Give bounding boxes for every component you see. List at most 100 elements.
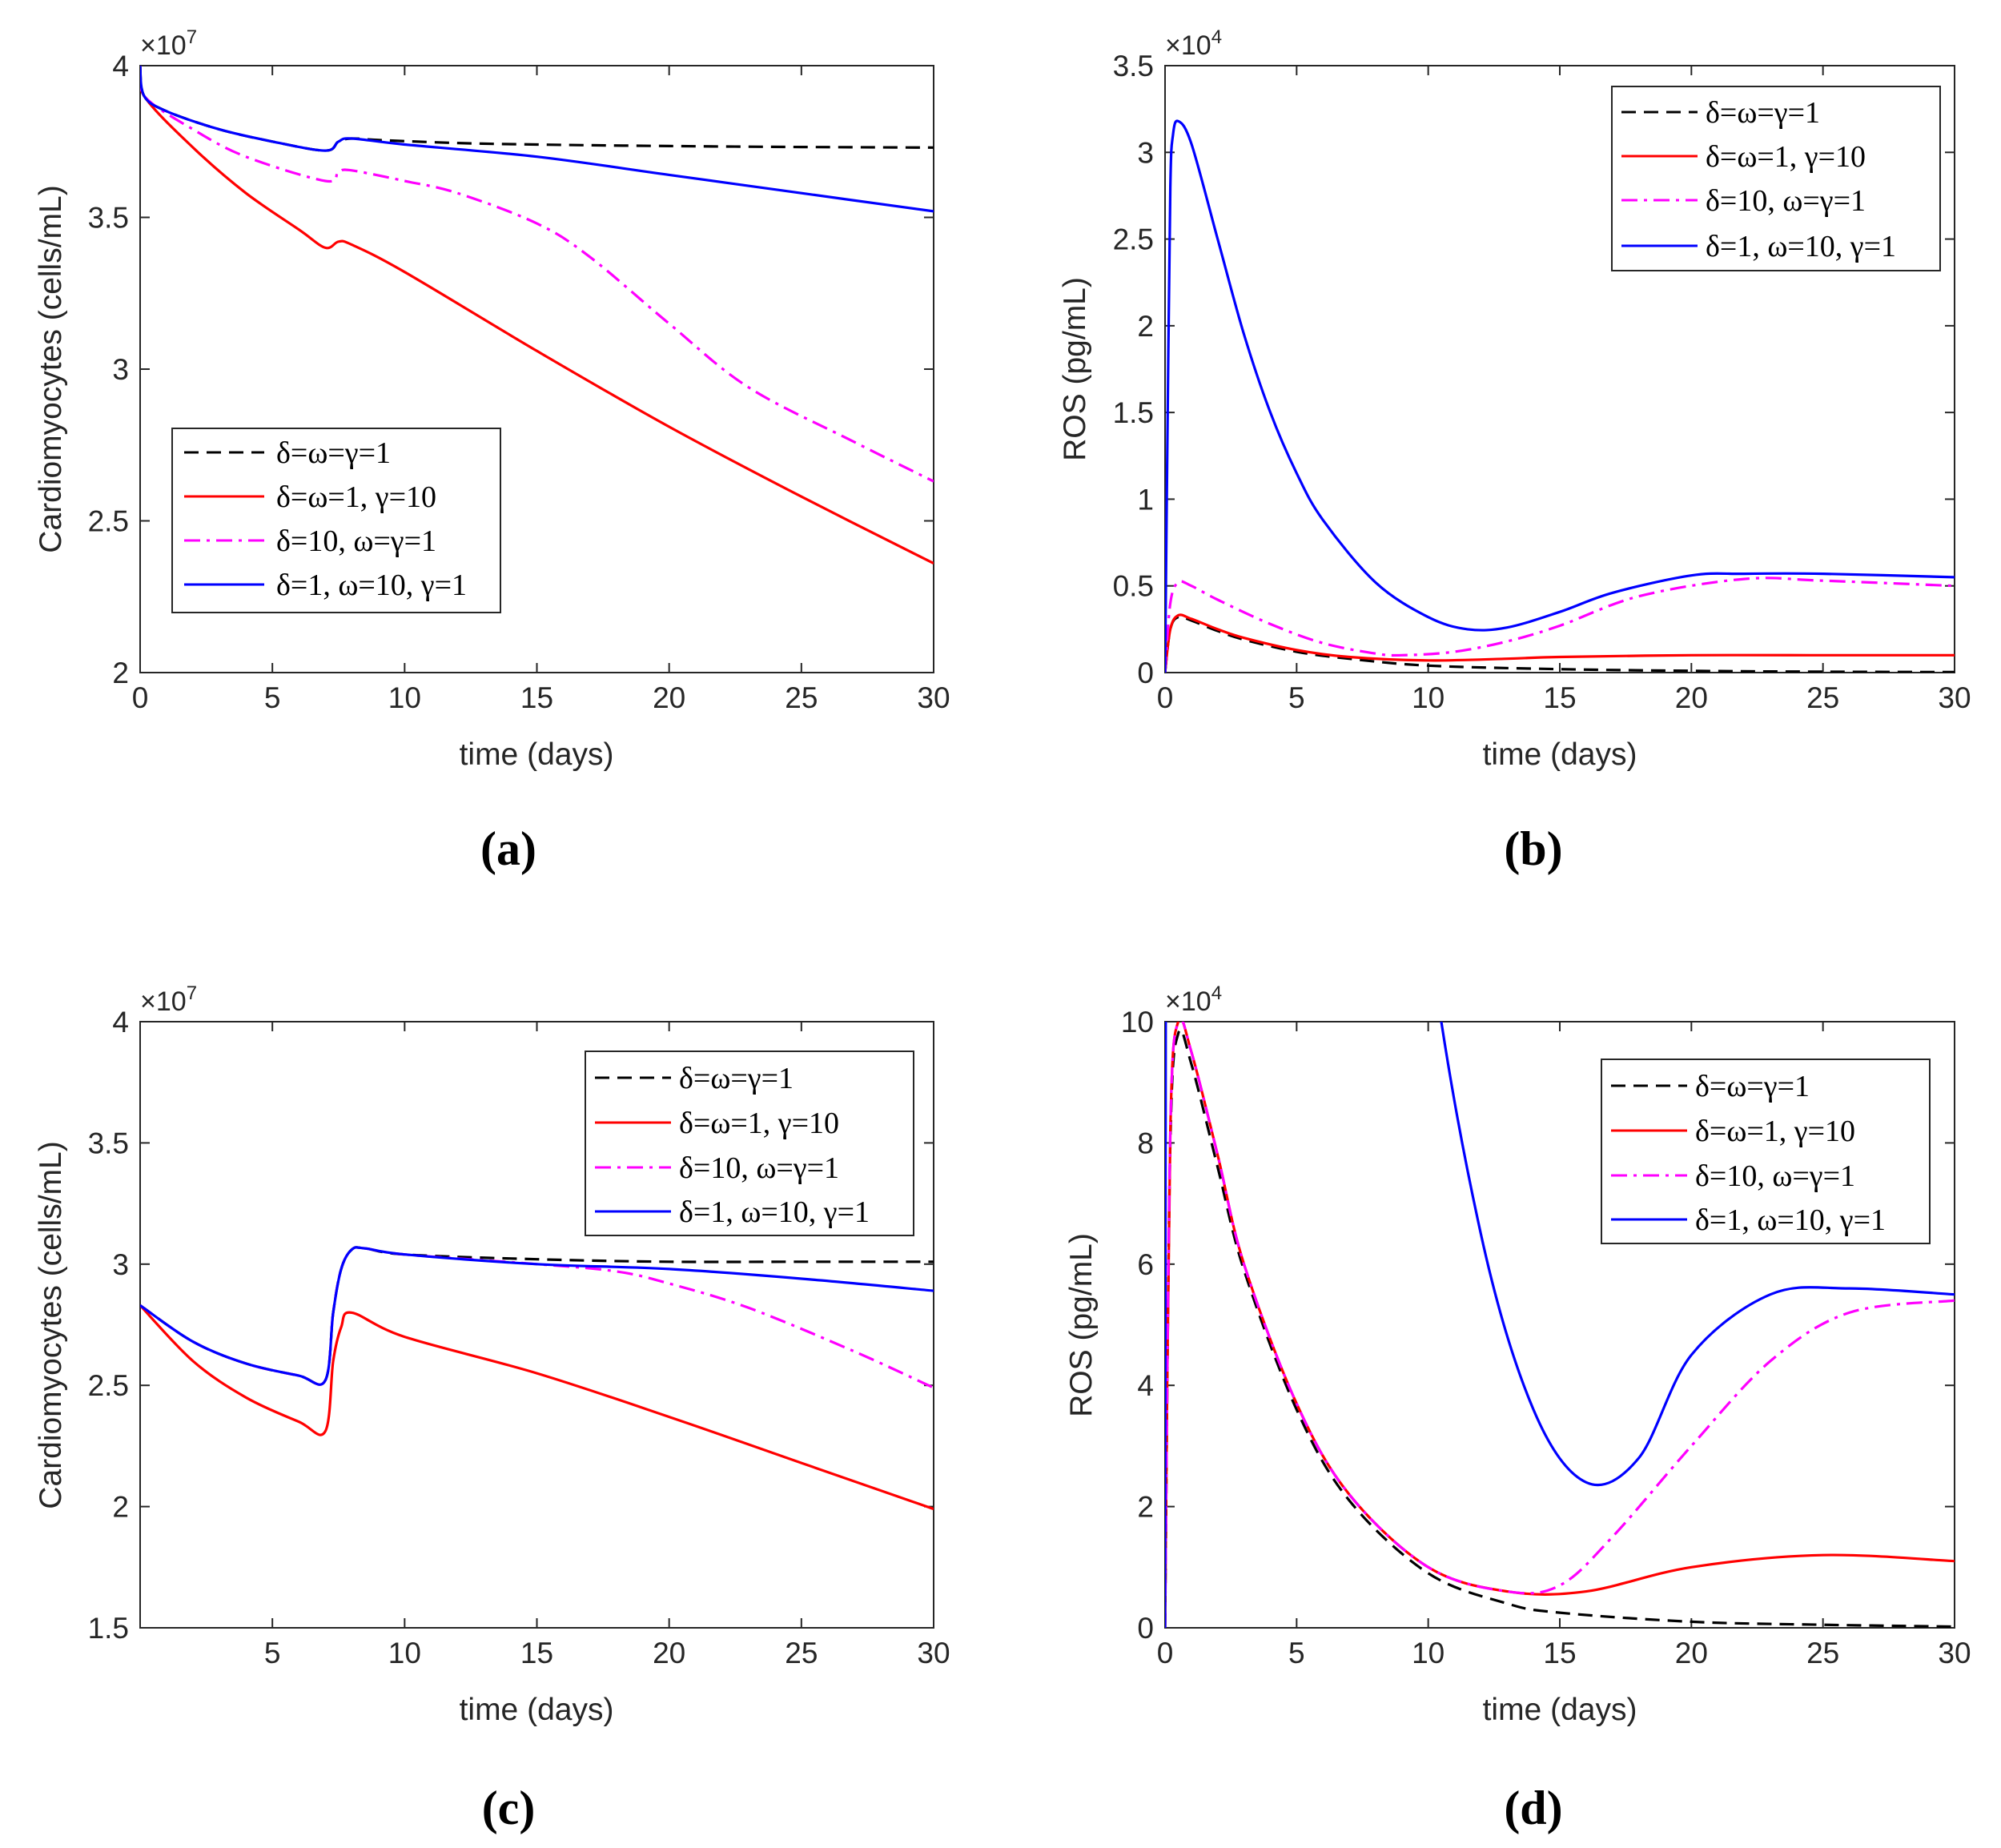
legend-label-c-2: δ=10, ω=γ=1 [679,1151,839,1185]
x-tick-label-c-0: 5 [264,1637,281,1669]
y-axis-label-d: ROS (pg/mL) [1064,1233,1099,1417]
series-line-d-2 [1165,1022,1955,1628]
legend-box-c [585,1051,914,1236]
y-tick-label-c-1: 2 [112,1491,129,1524]
ticks-b: 0 5 10 15 20 25 30 0 0.5 1 1.5 2 2.5 3 3.5 [1113,50,1971,714]
y-tick-label-c-4: 3.5 [88,1127,129,1159]
legend-label-b-3: δ=1, ω=10, γ=1 [1706,230,1896,263]
legend-box-a [171,428,501,613]
x-tick-label-d-4: 20 [1675,1637,1708,1669]
y-tick-label-d-4: 8 [1137,1127,1154,1159]
y-tick-label-a-0: 2 [112,657,129,689]
legend-label-d-3: δ=1, ω=10, γ=1 [1695,1203,1886,1237]
x-tick-label-a-0: 0 [132,681,149,714]
panel-a: 0 5 10 15 20 25 30 2 2.5 3 3.5 4 ×107 time (days) C… [34,26,950,875]
x-tick-label-b-5: 25 [1806,681,1839,714]
caption-b: (b) [1504,822,1562,875]
x-tick-label-b-1: 5 [1288,681,1305,714]
panel-c: 5 10 15 20 25 30 1.5 2 2.5 3 3.5 4 ×107 time (days)… [34,982,950,1834]
x-tick-label-a-1: 5 [264,681,281,714]
ticks-c: 5 10 15 20 25 30 1.5 2 2.5 3 3.5 4 [88,1006,950,1669]
legend-label-c-0: δ=ω=γ=1 [679,1062,794,1095]
y-tick-label-d-2: 4 [1137,1369,1154,1402]
series-line-c-3 [140,1246,934,1386]
legend-label-b-0: δ=ω=γ=1 [1706,96,1820,130]
series-line-b-1 [1165,613,1955,673]
x-tick-label-b-6: 30 [1938,681,1971,714]
x-tick-label-a-3: 15 [520,681,553,714]
x-tick-label-d-1: 5 [1288,1637,1305,1669]
series-lines-d [1165,1022,1955,1628]
legend-box-b [1611,86,1941,271]
x-tick-label-c-3: 20 [653,1637,685,1669]
y-tick-label-d-5: 10 [1121,1006,1154,1038]
y-tick-label-a-2: 3 [112,353,129,386]
series-line-a-1 [140,66,934,565]
caption-d: (d) [1504,1782,1562,1834]
y-tick-label-a-3: 3.5 [88,202,129,235]
y-axis-label-c: Cardiomyocytes (cells/mL) [34,1141,68,1509]
y-tick-label-c-2: 2.5 [88,1369,129,1402]
legend-label-b-2: δ=10, ω=γ=1 [1706,184,1866,218]
legend-label-a-1: δ=ω=1, γ=10 [276,480,436,514]
series-lines-a [140,66,934,565]
y-tick-label-d-3: 6 [1137,1248,1154,1281]
y-tick-label-b-4: 2 [1137,310,1154,343]
x-tick-label-d-2: 10 [1412,1637,1444,1669]
y-tick-label-b-7: 3.5 [1113,50,1154,82]
x-tick-label-b-4: 20 [1675,681,1708,714]
legend-a: δ=ω=γ=1 δ=ω=1, γ=10 δ=10, ω=γ=1 δ=1, ω=1… [171,428,501,613]
series-line-c-1 [140,1304,934,1511]
y-tick-label-d-0: 0 [1137,1612,1154,1645]
x-tick-label-d-0: 0 [1157,1637,1174,1669]
legend-label-c-3: δ=1, ω=10, γ=1 [679,1195,870,1229]
x-axis-label-a: time (days) [460,737,614,772]
x-tick-label-d-6: 30 [1938,1637,1971,1669]
x-tick-label-a-4: 20 [653,681,685,714]
legend-label-d-2: δ=10, ω=γ=1 [1695,1159,1855,1193]
x-tick-label-d-5: 25 [1806,1637,1839,1669]
ticks-d: 0 5 10 15 20 25 30 0 2 4 6 8 10 [1121,1006,1971,1669]
y-tick-label-c-0: 1.5 [88,1612,129,1645]
y-multiplier-d: ×104 [1165,982,1222,1017]
x-tick-label-c-2: 15 [520,1637,553,1669]
x-tick-label-d-3: 15 [1543,1637,1576,1669]
legend-label-a-2: δ=10, ω=γ=1 [276,524,436,558]
x-tick-label-a-6: 30 [917,681,950,714]
y-tick-label-b-3: 1.5 [1113,396,1154,429]
x-axis-label-b: time (days) [1483,737,1637,772]
caption-a: (a) [480,822,536,875]
x-tick-label-a-5: 25 [785,681,818,714]
series-line-b-0 [1165,615,1955,673]
y-multiplier-a: ×107 [140,26,197,61]
y-tick-label-b-1: 0.5 [1113,570,1154,603]
legend-label-b-1: δ=ω=1, γ=10 [1706,140,1866,174]
y-tick-label-c-5: 4 [112,1006,129,1038]
legend-b: δ=ω=γ=1 δ=ω=1, γ=10 δ=10, ω=γ=1 δ=1, ω=1… [1611,86,1941,271]
series-line-b-3 [1165,119,1955,673]
ticks-a: 0 5 10 15 20 25 30 2 2.5 3 3.5 4 [88,50,950,714]
y-axis-label-b: ROS (pg/mL) [1058,277,1092,461]
x-tick-label-b-0: 0 [1157,681,1174,714]
x-tick-label-c-1: 10 [388,1637,421,1669]
y-tick-label-b-6: 3 [1137,136,1154,169]
legend-d: δ=ω=γ=1 δ=ω=1, γ=10 δ=10, ω=γ=1 δ=1, ω=1… [1601,1059,1931,1244]
legend-label-a-3: δ=1, ω=10, γ=1 [276,568,467,602]
y-tick-label-b-5: 2.5 [1113,223,1154,256]
y-tick-label-d-1: 2 [1137,1491,1154,1524]
legend-label-c-1: δ=ω=1, γ=10 [679,1107,839,1140]
y-tick-label-a-1: 2.5 [88,505,129,538]
legend-label-d-0: δ=ω=γ=1 [1695,1070,1810,1103]
y-multiplier-c: ×107 [140,982,197,1017]
series-line-d-3 [1165,1022,1955,1628]
panel-d: 0 5 10 15 20 25 30 0 2 4 6 8 10 ×104 time (days) ROS… [1064,982,1971,1834]
legend-c: δ=ω=γ=1 δ=ω=1, γ=10 δ=10, ω=γ=1 δ=1, ω=1… [585,1051,914,1236]
x-tick-label-b-3: 15 [1543,681,1576,714]
series-lines-b [1165,119,1955,673]
panel-b: 0 5 10 15 20 25 30 0 0.5 1 1.5 2 2.5 3 3.5 ×104 time (… [1058,26,1971,875]
y-tick-label-b-2: 1 [1137,483,1154,516]
x-tick-label-b-2: 10 [1412,681,1444,714]
legend-label-d-1: δ=ω=1, γ=10 [1695,1115,1855,1148]
x-tick-label-c-4: 25 [785,1637,818,1669]
